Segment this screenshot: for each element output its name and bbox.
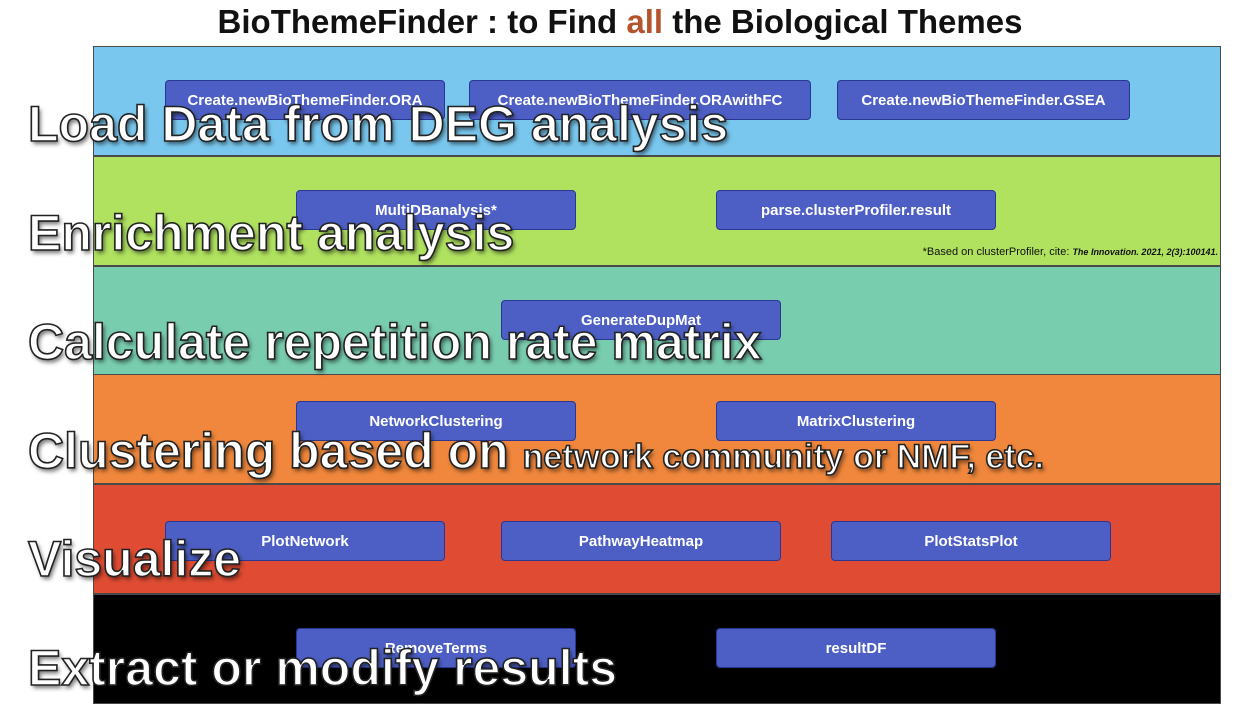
- title-highlight: all: [626, 3, 664, 40]
- fn-removeterms-button[interactable]: RemoveTerms: [296, 628, 576, 668]
- stage-label-clustering-methods: network community or NMF, etc.: [522, 437, 1045, 477]
- stage-label-visualize: Visualize: [27, 530, 242, 588]
- footnote-text: *Based on clusterProfiler, cite:: [922, 246, 1073, 258]
- stage-label-load-data: Load Data from DEG analysis: [27, 95, 729, 153]
- stage-label-repetition-matrix: Calculate repetition rate matrix: [27, 313, 762, 371]
- band-extract-modify: [93, 594, 1221, 704]
- fn-multidbanalysis-button[interactable]: MultiDBanalysis*: [296, 190, 576, 230]
- footnote-citation: The Innovation. 2021, 2(3):100141.: [1072, 247, 1218, 257]
- fn-plotnetwork-button[interactable]: PlotNetwork: [165, 521, 445, 561]
- fn-plotstatsplot-button[interactable]: PlotStatsPlot: [831, 521, 1111, 561]
- citation-footnote: *Based on clusterProfiler, cite: The Inn…: [923, 246, 1218, 258]
- diagram-title: BioThemeFinder : to Find all the Biologi…: [0, 2, 1240, 42]
- title-text-end: the Biological Themes: [663, 3, 1023, 40]
- fn-networkclustering-button[interactable]: NetworkClustering: [296, 401, 576, 441]
- stage-label-extract-modify: Extract or modify results: [27, 639, 618, 697]
- stage-label-clustering-main: Clustering based on: [27, 422, 523, 480]
- fn-matrixclustering-button[interactable]: MatrixClustering: [716, 401, 996, 441]
- fn-resultdf-button[interactable]: resultDF: [716, 628, 996, 668]
- fn-create-gsea-button[interactable]: Create.newBioThemeFinder.GSEA: [837, 80, 1130, 120]
- band-clustering: [93, 374, 1221, 484]
- stage-label-clustering: Clustering based on network community or…: [27, 422, 1045, 485]
- fn-pathwayheatmap-button[interactable]: PathwayHeatmap: [501, 521, 781, 561]
- band-enrichment: [93, 156, 1221, 266]
- fn-create-orawithfc-button[interactable]: Create.newBioThemeFinder.ORAwithFC: [469, 80, 811, 120]
- fn-create-ora-button[interactable]: Create.newBioThemeFinder.ORA: [165, 80, 445, 120]
- fn-parse-clusterprofiler-button[interactable]: parse.clusterProfiler.result: [716, 190, 996, 230]
- fn-generatedupmat-button[interactable]: GenerateDupMat: [501, 300, 781, 340]
- stage-label-enrichment: Enrichment analysis: [27, 204, 515, 262]
- title-text-start: BioThemeFinder : to Find: [217, 3, 627, 40]
